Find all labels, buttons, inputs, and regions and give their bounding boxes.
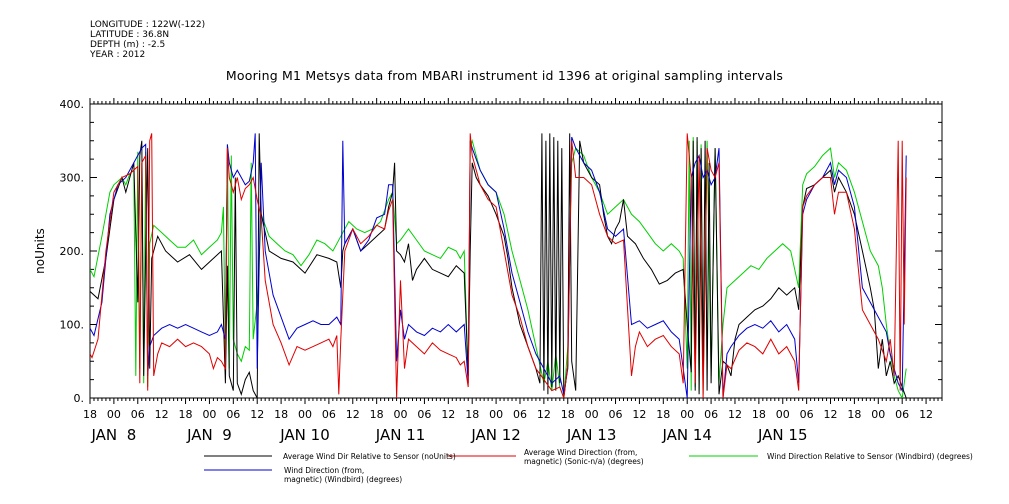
x-date-label: JAN 15 xyxy=(757,426,808,444)
x-tick-label: 00 xyxy=(871,408,885,421)
legend-label-black: Average Wind Dir Relative to Sensor (noU… xyxy=(283,452,456,461)
x-tick-label: 06 xyxy=(131,408,145,421)
legend-label-green: Wind Direction Relative to Sensor (Windb… xyxy=(767,452,973,461)
y-tick-label: 200. xyxy=(60,245,85,258)
x-tick-label: 18 xyxy=(274,408,288,421)
y-tick-label: 400. xyxy=(60,98,85,111)
x-tick-label: 06 xyxy=(704,408,718,421)
metadata-block: LONGITUDE : 122W(-122) LATITUDE : 36.8N … xyxy=(90,20,205,60)
x-tick-label: 18 xyxy=(656,408,670,421)
x-tick-label: 12 xyxy=(728,408,742,421)
plot-frame xyxy=(89,103,943,399)
x-tick-label: 00 xyxy=(107,408,121,421)
x-date-label: JAN 12 xyxy=(470,426,521,444)
x-tick-label: 12 xyxy=(250,408,264,421)
y-tick-label: 300. xyxy=(60,172,85,185)
x-tick-label: 18 xyxy=(561,408,575,421)
x-tick-label: 06 xyxy=(417,408,431,421)
x-tick-label: 12 xyxy=(919,408,933,421)
x-date-label: JAN 11 xyxy=(375,426,426,444)
series-line-green xyxy=(90,137,907,398)
x-tick-label: 00 xyxy=(298,408,312,421)
x-date-label: JAN 13 xyxy=(566,426,617,444)
legend-label-red: Average Wind Direction (from, magnetic) … xyxy=(524,448,644,466)
chart-title: Mooring M1 Metsys data from MBARI instru… xyxy=(225,68,784,83)
x-tick-label: 12 xyxy=(537,408,551,421)
x-tick-label: 12 xyxy=(824,408,838,421)
latitude-label: LATITUDE : 36.8N xyxy=(90,30,170,40)
x-tick-label: 18 xyxy=(83,408,97,421)
x-tick-label: 12 xyxy=(346,408,360,421)
x-tick-label: 18 xyxy=(179,408,193,421)
x-tick-label: 12 xyxy=(155,408,169,421)
series-line-black xyxy=(90,133,907,398)
y-tick-label: 0. xyxy=(74,392,85,405)
x-tick-label: 00 xyxy=(489,408,503,421)
x-tick-label: 00 xyxy=(680,408,694,421)
x-tick-label: 06 xyxy=(895,408,909,421)
x-tick-label: 00 xyxy=(776,408,790,421)
y-axis-label: noUnits xyxy=(33,228,47,274)
x-tick-label: 06 xyxy=(226,408,240,421)
y-tick-label: 100. xyxy=(60,319,85,332)
x-tick-label: 06 xyxy=(800,408,814,421)
x-date-label: JAN 10 xyxy=(279,426,330,444)
x-tick-label: 06 xyxy=(322,408,336,421)
x-tick-label: 12 xyxy=(441,408,455,421)
x-tick-label: 18 xyxy=(752,408,766,421)
series-line-red xyxy=(90,133,907,398)
legend-label-blue: Wind Direction (from, magnetic) (Windbir… xyxy=(284,466,403,484)
x-tick-label: 06 xyxy=(513,408,527,421)
x-tick-label: 00 xyxy=(585,408,599,421)
x-tick-label: 06 xyxy=(609,408,623,421)
x-tick-label: 00 xyxy=(202,408,216,421)
year-label: YEAR : 2012 xyxy=(90,50,146,60)
depth-label: DEPTH (m) : -2.5 xyxy=(90,40,166,50)
x-tick-label: 18 xyxy=(465,408,479,421)
x-tick-label: 00 xyxy=(394,408,408,421)
series-line-blue xyxy=(90,133,907,398)
x-date-label: JAN 8 xyxy=(91,426,137,444)
x-date-label: JAN 9 xyxy=(186,426,232,444)
longitude-label: LONGITUDE : 122W(-122) xyxy=(90,20,206,30)
x-tick-label: 12 xyxy=(632,408,646,421)
x-date-label: JAN 14 xyxy=(661,426,712,444)
x-tick-label: 18 xyxy=(847,408,861,421)
x-tick-label: 18 xyxy=(370,408,384,421)
